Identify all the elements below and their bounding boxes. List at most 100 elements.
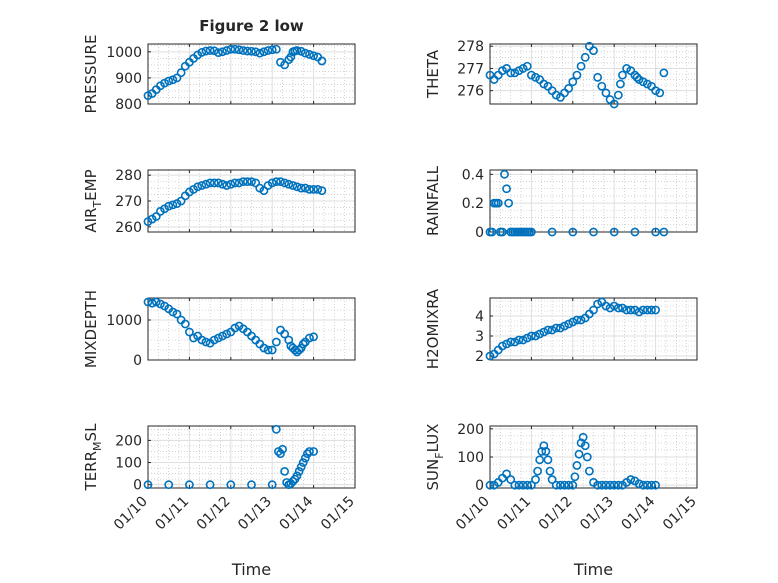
data-point: [584, 466, 594, 476]
data-point: [218, 179, 227, 189]
data-point: [576, 61, 586, 71]
data-point: [560, 321, 569, 331]
data-point: [533, 466, 543, 476]
data-point: [242, 177, 252, 187]
data-point: [164, 201, 174, 211]
data-point: [651, 227, 660, 237]
data-point: [300, 183, 310, 193]
data-point: [234, 45, 244, 55]
subplot-pressure: 800 900 1000 PRESSURE Figure 2 low: [82, 17, 356, 113]
data-series: [143, 177, 327, 227]
data-point: [601, 88, 611, 98]
data-point: [589, 227, 598, 237]
data-point: [294, 345, 304, 355]
y-tick-label: 0.2: [462, 196, 484, 212]
y-tick-label: 277: [457, 61, 484, 77]
data-point: [305, 184, 314, 194]
data-series: [485, 432, 660, 490]
data-point: [267, 480, 277, 490]
data-point: [551, 323, 561, 333]
data-point: [298, 458, 308, 467]
data-point: [313, 184, 323, 194]
data-point: [547, 475, 557, 484]
data-point: [296, 462, 306, 472]
data-point: [238, 177, 248, 187]
axes-border: [147, 43, 356, 105]
data-point: [655, 88, 665, 98]
data-point: [543, 455, 553, 465]
data-point: [537, 446, 547, 456]
data-point: [143, 91, 153, 101]
subplot-h2omixra: 2 3 4 H2OMIXRA: [424, 288, 698, 369]
data-point: [247, 480, 256, 490]
x-tick-label: 01/13: [235, 494, 275, 534]
data-point: [247, 177, 256, 187]
data-point: [502, 469, 511, 479]
data-point: [259, 186, 269, 196]
axes-border: [489, 43, 698, 105]
y-tick-label: 800: [115, 97, 142, 113]
data-point: [197, 47, 207, 57]
data-point: [143, 297, 153, 307]
y-tick-label: 276: [457, 84, 484, 100]
data-point: [209, 46, 219, 56]
x-tick-label: 01/11: [494, 494, 534, 534]
data-point: [205, 46, 215, 55]
data-point: [259, 47, 269, 57]
data-point: [576, 315, 586, 325]
data-point: [168, 75, 178, 85]
data-point: [263, 46, 273, 55]
data-point: [197, 181, 207, 190]
data-point: [522, 480, 532, 490]
data-point: [572, 70, 582, 80]
data-series: [143, 424, 318, 490]
data-point: [626, 475, 636, 484]
data-point: [176, 196, 186, 206]
data-point: [647, 480, 656, 490]
data-point: [543, 325, 553, 335]
x-tick-label: 01/10: [453, 494, 493, 534]
y-tick-label: 0: [475, 225, 484, 241]
data-point: [506, 475, 516, 484]
data-point: [242, 46, 252, 56]
data-point: [213, 333, 223, 343]
data-point: [267, 178, 277, 188]
data-point: [222, 46, 232, 55]
x-tick-label: 01/15: [660, 494, 700, 534]
data-point: [317, 186, 327, 196]
subplot-air-temp: 260 270 280 AIRTEMP: [82, 168, 356, 236]
data-point: [288, 181, 298, 190]
data-point: [555, 323, 565, 333]
data-point: [201, 337, 211, 347]
data-point: [498, 227, 507, 237]
data-point: [630, 227, 640, 237]
data-point: [539, 327, 549, 337]
data-point: [498, 341, 507, 351]
data-point: [309, 51, 318, 61]
x-tick-label: 01/14: [277, 493, 317, 533]
data-point: [209, 178, 219, 188]
data-point: [638, 480, 648, 490]
data-point: [305, 333, 314, 343]
data-point: [213, 48, 223, 58]
data-point: [510, 337, 520, 347]
data-point: [568, 480, 578, 490]
data-point: [284, 179, 294, 189]
data-point: [659, 227, 669, 237]
subplot-mixdepth: 0 1000 MIXDEPTH: [82, 290, 356, 369]
y-tick-label: 0: [475, 478, 484, 494]
data-point: [572, 315, 582, 325]
data-point: [580, 52, 590, 62]
data-point: [305, 447, 314, 456]
data-point: [609, 227, 619, 237]
data-point: [531, 331, 540, 341]
data-point: [547, 227, 557, 237]
data-point: [504, 198, 514, 208]
data-point: [168, 307, 178, 317]
data-point: [616, 79, 625, 89]
x-axis-label: Time: [573, 560, 613, 579]
data-point: [564, 84, 574, 93]
y-axis-label: THETA: [424, 49, 442, 99]
